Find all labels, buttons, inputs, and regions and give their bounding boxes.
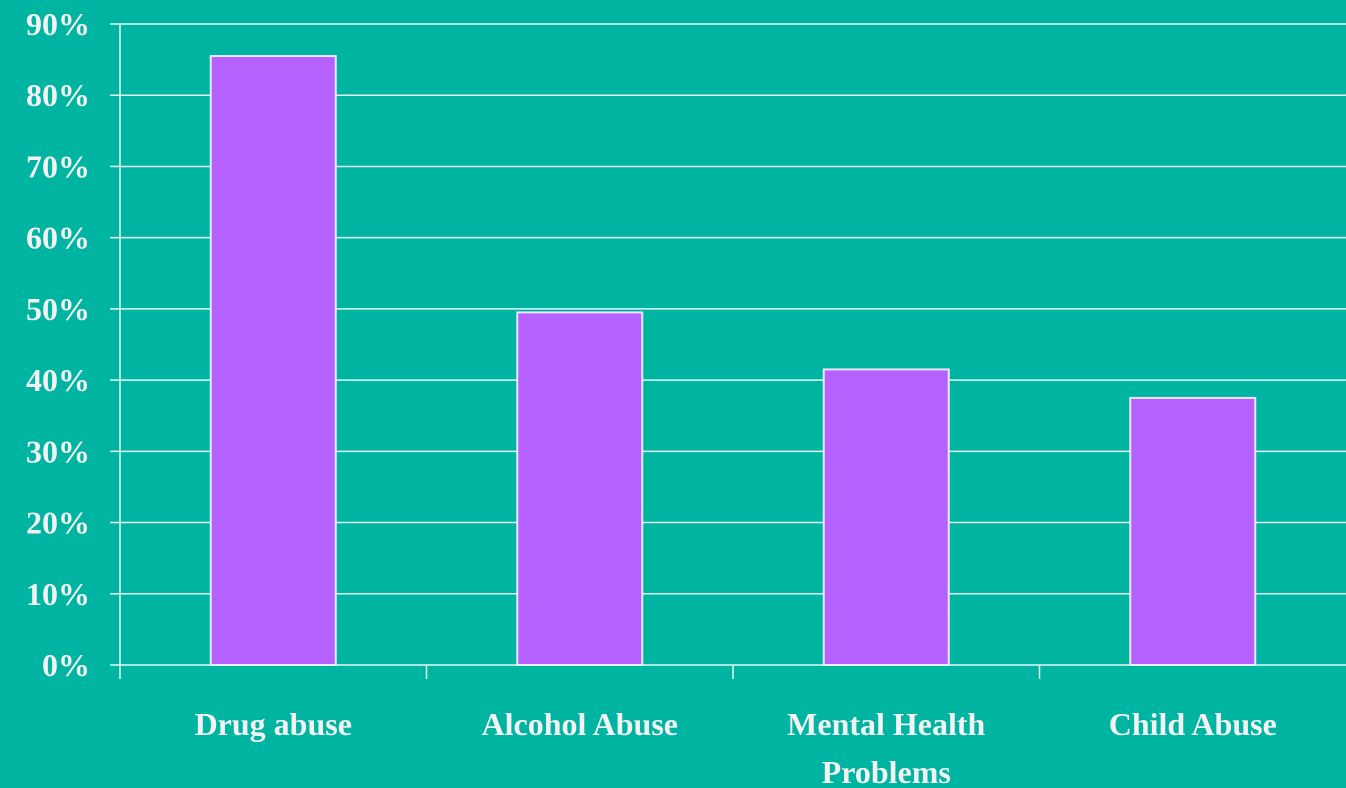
- x-axis-labels: Drug abuse Alcohol Abuse Mental Health Prob…: [195, 706, 1277, 788]
- x-category-label: Mental Health Problems: [787, 706, 985, 788]
- y-tick-label: 0%: [42, 647, 90, 683]
- y-tick-label: 70%: [26, 148, 90, 184]
- y-tick-label: 10%: [26, 576, 90, 612]
- y-tick-label: 40%: [26, 362, 90, 398]
- x-category-label: Alcohol Abuse: [482, 706, 678, 742]
- y-tick-label: 80%: [26, 77, 90, 113]
- axes: [119, 24, 1346, 679]
- x-category-label: Child Abuse: [1109, 706, 1277, 742]
- y-tick-label: 60%: [26, 220, 90, 256]
- y-axis-ticks: 0% 10% 20% 30% 40% 50% 60% 70% 80% 90%: [26, 6, 120, 683]
- y-tick-label: 90%: [26, 6, 90, 42]
- y-tick-label: 20%: [26, 505, 90, 541]
- bar-alcohol-abuse: [516, 311, 644, 666]
- x-category-label: Drug abuse: [195, 706, 352, 742]
- y-tick-label: 30%: [26, 433, 90, 469]
- bar-mental-health-problems: [822, 368, 950, 666]
- bars: [209, 55, 1257, 667]
- bar-drug-abuse: [209, 55, 337, 667]
- bar-child-abuse: [1129, 396, 1257, 666]
- y-tick-label: 50%: [26, 291, 90, 327]
